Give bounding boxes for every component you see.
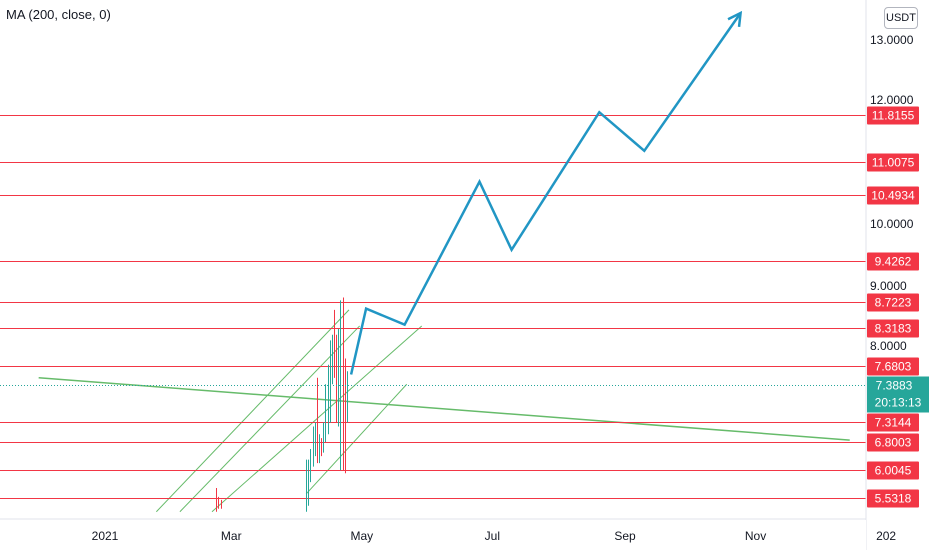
candle (330, 340, 331, 423)
candle (345, 358, 346, 474)
level-label: 6.0045 (875, 464, 912, 478)
time-tick-label: Nov (745, 529, 766, 543)
candle-body (313, 449, 314, 464)
candle-body (221, 502, 222, 506)
projection-path[interactable] (349, 12, 742, 375)
candle (328, 364, 329, 435)
candle (321, 438, 322, 457)
level-label: 9.4262 (875, 255, 912, 269)
candle-body (319, 442, 320, 460)
candle (308, 459, 309, 506)
candle (336, 334, 337, 423)
channel-line-4[interactable] (305, 383, 408, 495)
channel-line-2[interactable] (179, 325, 361, 513)
level-badge-6.8003 (867, 433, 919, 452)
candle-body (317, 430, 318, 460)
time-tick-label: 202 (876, 529, 896, 543)
candle (315, 422, 316, 457)
candle (310, 449, 311, 483)
bar-countdown-label: 20:13:13 (875, 396, 922, 410)
channel-line-1[interactable] (155, 309, 350, 513)
candle-body (218, 502, 219, 506)
candle (313, 426, 314, 467)
candle-body (216, 499, 217, 503)
current-price-badge (867, 376, 929, 413)
price-tick-label: 12.0000 (870, 93, 914, 107)
ma-200-line[interactable] (38, 376, 850, 441)
time-tick-label: May (350, 529, 373, 543)
price-tick-label: 13.0000 (870, 33, 914, 47)
candle (218, 496, 219, 509)
level-label: 11.8155 (872, 109, 915, 123)
candle-body (343, 316, 344, 372)
level-badge-6.0045 (867, 461, 919, 480)
candle (306, 459, 307, 512)
time-tick-label: Jul (485, 529, 500, 543)
candle (323, 422, 324, 453)
candle-body (334, 346, 335, 378)
projection-arrowhead (727, 10, 743, 28)
candle-body (347, 374, 348, 385)
candle (325, 384, 326, 443)
level-label: 11.0075 (872, 156, 915, 170)
level-badge-11.0075 (867, 153, 919, 172)
indicator-legend-label[interactable]: MA (200, close, 0) (6, 7, 111, 22)
candle (319, 434, 320, 464)
candle-body (338, 340, 339, 385)
candle (317, 377, 318, 464)
candle-body (323, 434, 324, 450)
level-badge-7.6803 (867, 357, 919, 376)
time-tick-label: 2021 (92, 529, 119, 543)
candle (347, 371, 348, 423)
level-label: 10.4934 (871, 189, 915, 203)
candle-body (336, 377, 337, 385)
level-badge-8.7223 (867, 293, 919, 312)
candle (216, 488, 217, 512)
currency-button[interactable]: USDT (884, 7, 918, 29)
time-tick-label: Mar (221, 529, 242, 543)
level-label: 8.7223 (875, 296, 912, 310)
candle (340, 300, 341, 471)
candle-body (310, 456, 311, 477)
level-label: 7.3144 (875, 416, 912, 430)
level-label: 6.8003 (875, 436, 912, 450)
level-badge-7.3144 (867, 413, 919, 432)
candle-body (328, 371, 329, 431)
candle-body (340, 316, 341, 341)
level-badge-10.4934 (867, 186, 919, 205)
candle (338, 329, 339, 427)
level-badge-5.5318 (867, 489, 919, 508)
candle-body (332, 346, 333, 372)
candle-body (315, 426, 316, 453)
candle-body (308, 476, 309, 500)
level-label: 8.3183 (875, 322, 912, 336)
channel-line-3[interactable] (211, 325, 423, 513)
candle-body (345, 371, 346, 423)
level-badge-9.4262 (867, 252, 919, 271)
price-tick-label: 10.0000 (870, 217, 914, 231)
price-tick-label: 9.0000 (870, 279, 907, 293)
time-tick-label: Sep (614, 529, 636, 543)
candle (334, 309, 335, 378)
candle-body (330, 377, 331, 385)
current-price-label: 7.3883 (876, 379, 913, 393)
level-badge-11.8155 (867, 106, 919, 125)
level-label: 5.5318 (875, 492, 912, 506)
candle (343, 297, 344, 471)
candle-body (325, 422, 326, 435)
candle-body (306, 466, 307, 506)
candle (221, 499, 222, 509)
price-tick-label: 8.0000 (870, 339, 907, 353)
candle-body (321, 445, 322, 450)
level-label: 7.6803 (875, 360, 912, 374)
candle (332, 334, 333, 385)
level-badge-8.3183 (867, 319, 919, 338)
